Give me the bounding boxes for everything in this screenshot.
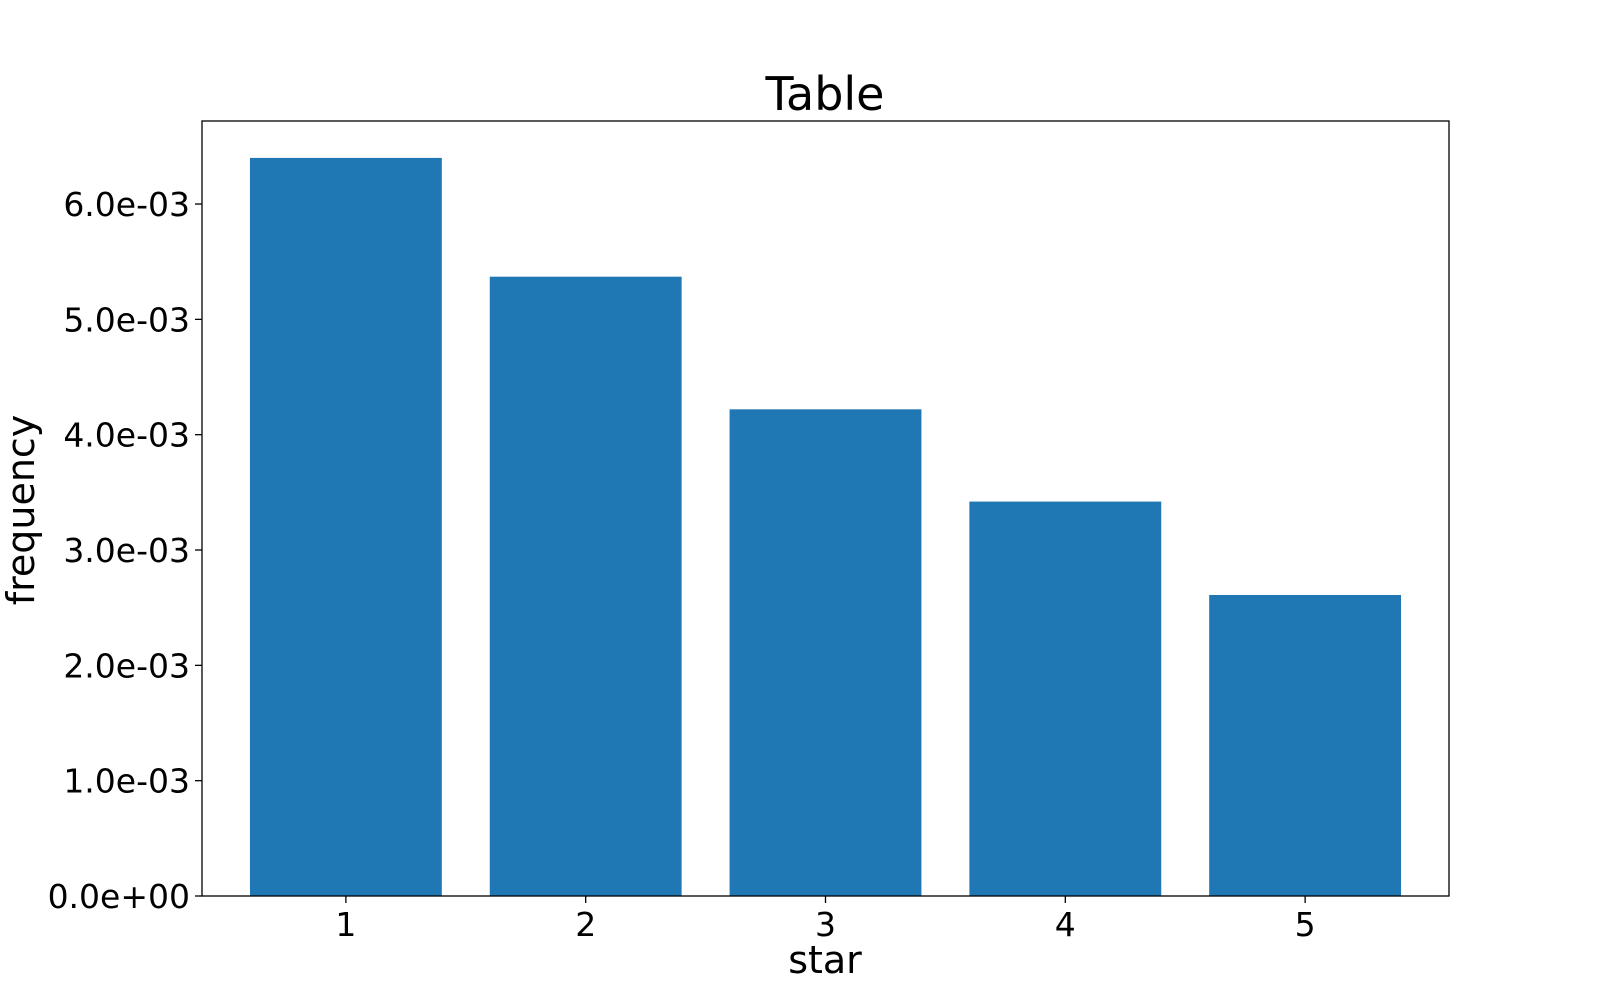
chart-title: Table — [765, 67, 885, 121]
bar-1 — [249, 157, 442, 896]
x-tick-label: 5 — [1295, 905, 1316, 944]
y-tick-label: 5.0e-03 — [63, 300, 190, 339]
y-tick-label: 4.0e-03 — [63, 416, 190, 455]
x-axis-label: star — [788, 938, 862, 982]
y-axis: 0.0e+00 1.0e-03 2.0e-03 3.0e-03 4.0e-03 5.0e-… — [48, 185, 202, 916]
x-tick-label: 1 — [335, 905, 356, 944]
y-tick-label: 1.0e-03 — [63, 762, 190, 801]
y-tick-label: 0.0e+00 — [48, 877, 190, 916]
y-tick-label: 3.0e-03 — [63, 531, 190, 570]
bar-4 — [969, 501, 1162, 896]
y-axis-label: frequency — [0, 415, 43, 606]
x-tick-label: 4 — [1055, 905, 1076, 944]
y-tick-label: 6.0e-03 — [63, 185, 190, 224]
bar-3 — [729, 409, 922, 896]
x-tick-label: 2 — [575, 905, 596, 944]
bars-group — [249, 157, 1402, 896]
x-tick-label: 3 — [815, 905, 836, 944]
y-tick-label: 2.0e-03 — [63, 646, 190, 685]
x-axis: 1 2 3 4 5 — [335, 896, 1316, 944]
bar-5 — [1209, 594, 1402, 896]
bar-2 — [489, 276, 682, 896]
